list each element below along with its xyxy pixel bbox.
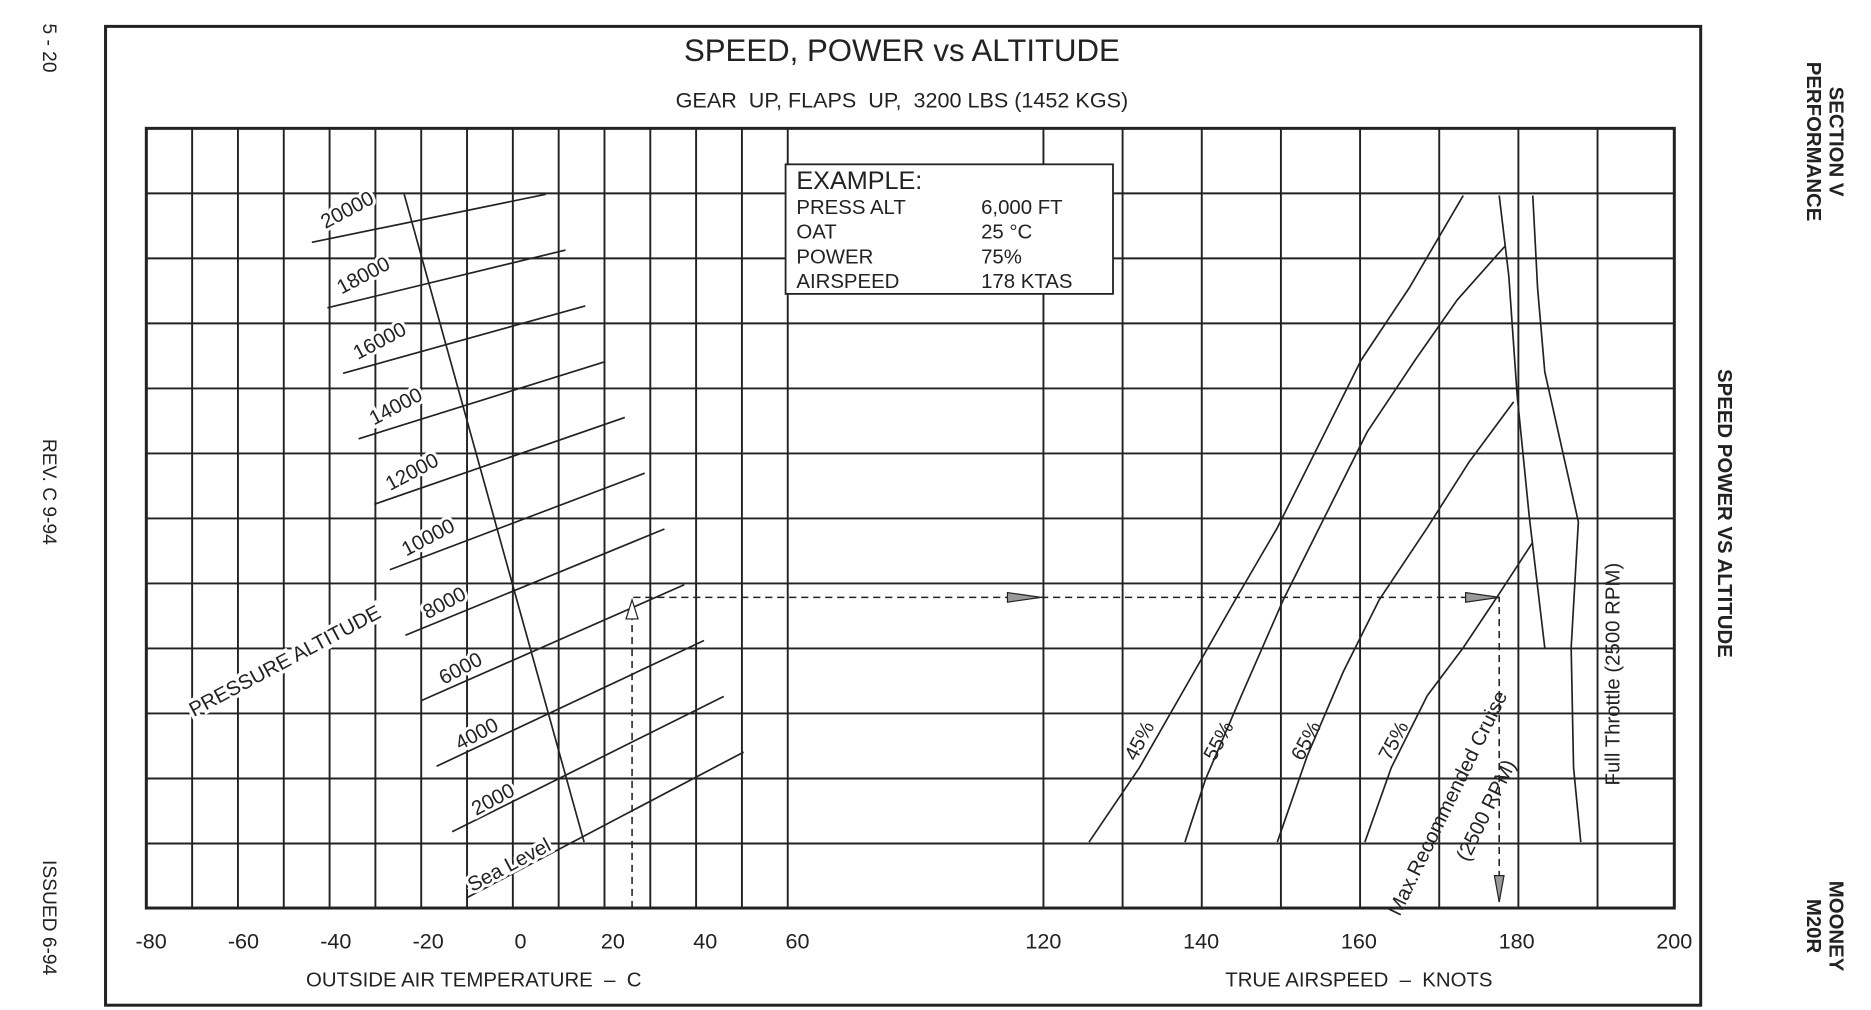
curve-65 (1276, 401, 1515, 843)
subsection: PERFORMANCE (1802, 62, 1824, 222)
example-box (784, 163, 1114, 295)
plot-frame (144, 126, 1676, 910)
max-cruise-line (1498, 195, 1546, 648)
oat-axis-label: OUTSIDE AIR TEMPERATURE – C (306, 970, 641, 992)
altitude-line (342, 305, 586, 375)
oat-tick-label: -60 (228, 929, 259, 954)
arrow (1493, 875, 1505, 903)
page-number: 5 - 20 (38, 23, 59, 72)
revision: REV. C 9-94 (38, 439, 59, 545)
chart-title: SPEED, POWER vs ALTITUDE (684, 33, 1120, 68)
side-title: SPEED POWER VS ALTITUDE (1713, 369, 1735, 658)
power-label: 75% (1375, 718, 1414, 764)
altitude-label: PRESSURE ALTITUDE (186, 602, 385, 722)
example-value: 25 °C (981, 222, 1032, 244)
altitude-line (451, 695, 725, 833)
altitude-line (327, 249, 566, 309)
example-key: POWER (796, 246, 873, 268)
full-throttle-line (1531, 195, 1582, 843)
full-throttle-label: Full Throttle (2500 RPM) (1603, 563, 1625, 786)
arrow (1465, 591, 1500, 603)
issued: ISSUED 6-94 (38, 860, 59, 976)
altitude-line (373, 416, 626, 506)
oat-tick-label: 60 (786, 929, 810, 954)
altitude-label: 12000 (382, 450, 442, 496)
altitude-line (358, 360, 606, 440)
arrow (1006, 591, 1042, 603)
curve-45 (1088, 195, 1464, 843)
example-key: PRESS ALT (796, 197, 905, 219)
altitude-label: 8000 (420, 583, 470, 624)
example-key: OAT (796, 222, 836, 244)
oat-tick-label: 20 (601, 929, 625, 954)
outer-frame (104, 24, 1703, 1007)
tas-tick-label: 140 (1183, 929, 1219, 954)
tas-tick-label: 160 (1341, 929, 1377, 954)
tas-tick-label: 180 (1499, 929, 1535, 954)
power-label: 45% (1121, 718, 1160, 764)
model: M20R (1802, 899, 1824, 954)
altitude-line (467, 751, 744, 898)
chart-subtitle: GEAR UP, FLAPS UP, 3200 LBS (1452 KGS) (676, 88, 1129, 113)
example-value: 178 KTAS (981, 271, 1072, 293)
altitude-label: 18000 (334, 253, 394, 299)
oat-tick-label: -20 (413, 929, 444, 954)
example-value: 75% (981, 246, 1022, 268)
altitude-line (420, 584, 685, 702)
altitude-label: 10000 (398, 515, 458, 561)
altitude-line (389, 472, 645, 571)
curve-55 (1184, 245, 1506, 843)
example-value: 6,000 FT (981, 197, 1063, 219)
oat-tick-label: -80 (136, 929, 167, 954)
tas-axis-label: TRUE AIRSPEED – KNOTS (1225, 970, 1492, 992)
altitude-label: 20000 (317, 188, 377, 234)
make: MOONEY (1825, 881, 1847, 972)
example-key: AIRSPEED (796, 271, 899, 293)
section: SECTION V (1825, 87, 1847, 197)
power-label: 55% (1200, 718, 1239, 764)
altitude-line (436, 639, 705, 768)
altitude-label: 2000 (468, 780, 518, 821)
altitude-label: 4000 (452, 714, 502, 755)
example-heading: EXAMPLE: (796, 167, 922, 195)
tick-labels: -80 -60 -40 -20 0 20 40 60 120 140 160 180 200 (136, 929, 1693, 954)
oat-tick-label: -40 (320, 929, 351, 954)
tas-tick-label: 120 (1025, 929, 1061, 954)
example-rows: PRESS ALT 6,000 FT OAT 25 °C POWER 75% AIRSPEE… (796, 197, 1072, 293)
tas-tick-label: 200 (1656, 929, 1692, 954)
arrow (625, 597, 639, 620)
oat-tick-label: 0 (515, 929, 527, 954)
standard-temp-line (403, 194, 585, 843)
example-path (631, 596, 1500, 909)
altitude-line (311, 193, 546, 244)
curve-75 (1364, 541, 1534, 843)
oat-tick-label: 40 (693, 929, 717, 954)
altitude-line (405, 528, 665, 637)
